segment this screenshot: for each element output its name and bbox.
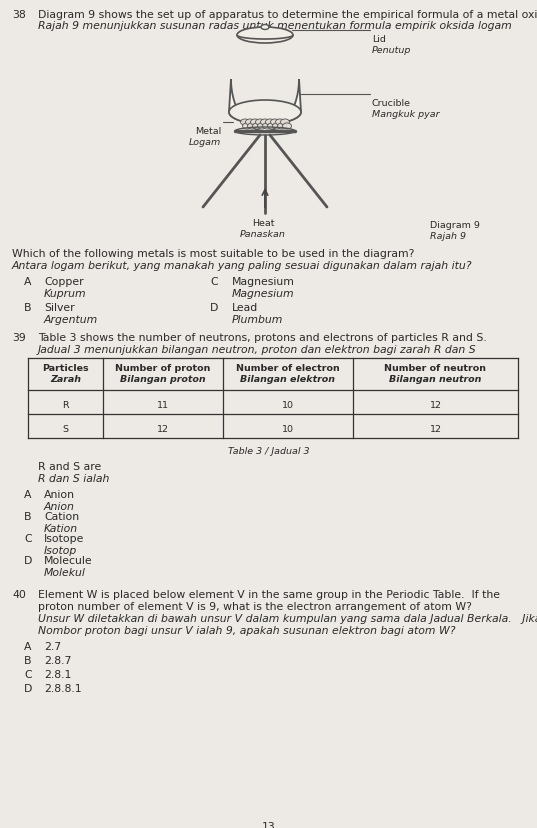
Text: 12: 12 <box>430 400 441 409</box>
Ellipse shape <box>256 120 265 126</box>
Text: Zarah: Zarah <box>50 374 81 383</box>
Text: Diagram 9 shows the set up of apparatus to determine the empirical formula of a : Diagram 9 shows the set up of apparatus … <box>38 10 537 20</box>
Text: Rajah 9 menunjukkan susunan radas untuk menentukan formula empirik oksida logam: Rajah 9 menunjukkan susunan radas untuk … <box>38 21 512 31</box>
Ellipse shape <box>252 124 262 130</box>
Text: Copper: Copper <box>44 277 84 286</box>
Text: B: B <box>24 512 32 522</box>
Ellipse shape <box>250 120 259 126</box>
Text: R: R <box>62 400 69 409</box>
Ellipse shape <box>282 124 292 130</box>
Text: C: C <box>24 669 32 679</box>
Text: Isotop: Isotop <box>44 546 77 556</box>
Text: A: A <box>24 277 32 286</box>
Text: Plumbum: Plumbum <box>232 315 284 325</box>
Text: Isotope: Isotope <box>44 533 84 543</box>
Ellipse shape <box>241 120 250 126</box>
Text: Table 3 shows the number of neutrons, protons and electrons of particles R and S: Table 3 shows the number of neutrons, pr… <box>38 333 487 343</box>
Ellipse shape <box>260 120 270 126</box>
Text: Cation: Cation <box>44 512 79 522</box>
Text: 10: 10 <box>282 400 294 409</box>
Ellipse shape <box>271 120 279 126</box>
Text: Number of proton: Number of proton <box>115 363 211 373</box>
Text: 39: 39 <box>12 333 26 343</box>
Text: Which of the following metals is most suitable to be used in the diagram?: Which of the following metals is most su… <box>12 248 415 258</box>
Text: A: A <box>24 489 32 499</box>
Text: A: A <box>24 641 32 651</box>
Text: 10: 10 <box>282 424 294 433</box>
Ellipse shape <box>248 124 257 130</box>
Text: B: B <box>24 303 32 313</box>
Text: Silver: Silver <box>44 303 75 313</box>
Ellipse shape <box>272 124 281 130</box>
Text: 38: 38 <box>12 10 26 20</box>
Text: 2.8.1: 2.8.1 <box>44 669 71 679</box>
Text: Panaskan: Panaskan <box>240 229 286 238</box>
Ellipse shape <box>280 120 289 126</box>
Ellipse shape <box>265 120 274 126</box>
Text: Kation: Kation <box>44 523 78 533</box>
Text: Mangkuk pyar: Mangkuk pyar <box>372 110 439 119</box>
Text: 13: 13 <box>262 821 275 828</box>
Text: C: C <box>24 533 32 543</box>
Text: Number of neutron: Number of neutron <box>384 363 487 373</box>
Text: Rajah 9: Rajah 9 <box>430 232 466 241</box>
Polygon shape <box>229 80 301 132</box>
Text: Lead: Lead <box>232 303 258 313</box>
Text: Element W is placed below element V in the same group in the Periodic Table.  If: Element W is placed below element V in t… <box>38 590 500 599</box>
Text: Jadual 3 menunjukkan bilangan neutron, proton dan elektron bagi zarah R dan S: Jadual 3 menunjukkan bilangan neutron, p… <box>38 344 477 354</box>
Text: C: C <box>210 277 217 286</box>
Text: Number of electron: Number of electron <box>236 363 340 373</box>
Text: Unsur W diletakkan di bawah unsur V dalam kumpulan yang sama dala Jadual Berkala: Unsur W diletakkan di bawah unsur V dala… <box>38 614 537 623</box>
Text: Molecule: Molecule <box>44 556 92 566</box>
Ellipse shape <box>258 124 266 130</box>
Text: 12: 12 <box>157 424 169 433</box>
Text: S: S <box>62 424 69 433</box>
Text: Table 3 / Jadual 3: Table 3 / Jadual 3 <box>228 446 309 455</box>
Text: Crucible: Crucible <box>372 99 411 108</box>
Text: Penutup: Penutup <box>372 46 411 55</box>
Text: Bilangan elektron: Bilangan elektron <box>241 374 336 383</box>
Text: Bilangan neutron: Bilangan neutron <box>389 374 482 383</box>
Ellipse shape <box>237 28 293 44</box>
Text: Lid: Lid <box>372 35 386 44</box>
Ellipse shape <box>275 120 285 126</box>
Text: 11: 11 <box>157 400 169 409</box>
Text: 2.8.7: 2.8.7 <box>44 655 71 665</box>
Text: Particles: Particles <box>42 363 89 373</box>
Text: Molekul: Molekul <box>44 567 86 577</box>
Text: 40: 40 <box>12 590 26 599</box>
Text: D: D <box>24 683 32 693</box>
Text: Magnesium: Magnesium <box>232 289 295 299</box>
Text: Argentum: Argentum <box>44 315 98 325</box>
Text: R dan S ialah: R dan S ialah <box>38 474 110 484</box>
Ellipse shape <box>245 120 255 126</box>
Text: 2.7: 2.7 <box>44 641 61 651</box>
Text: B: B <box>24 655 32 665</box>
Text: D: D <box>210 303 219 313</box>
Ellipse shape <box>278 124 287 130</box>
Ellipse shape <box>229 101 301 125</box>
Text: proton number of element V is 9, what is the electron arrangement of atom W?: proton number of element V is 9, what is… <box>38 601 472 611</box>
Ellipse shape <box>243 124 251 130</box>
Ellipse shape <box>261 26 269 31</box>
Text: Anion: Anion <box>44 502 75 512</box>
Text: Magnesium: Magnesium <box>232 277 295 286</box>
Text: Metal: Metal <box>195 127 221 136</box>
Text: Antara logam berikut, yang manakah yang paling sesuai digunakan dalam rajah itu?: Antara logam berikut, yang manakah yang … <box>12 261 473 271</box>
Text: 2.8.8.1: 2.8.8.1 <box>44 683 82 693</box>
Text: D: D <box>24 556 32 566</box>
Text: R and S are: R and S are <box>38 461 101 471</box>
Ellipse shape <box>263 124 272 130</box>
Text: Kuprum: Kuprum <box>44 289 86 299</box>
Text: Nombor proton bagi unsur V ialah 9, apakah susunan elektron bagi atom W?: Nombor proton bagi unsur V ialah 9, apak… <box>38 625 455 635</box>
Text: Anion: Anion <box>44 489 75 499</box>
Text: 12: 12 <box>430 424 441 433</box>
Text: Diagram 9: Diagram 9 <box>430 221 480 229</box>
Text: Bilangan proton: Bilangan proton <box>120 374 206 383</box>
Text: Heat: Heat <box>252 219 274 228</box>
Text: Logam: Logam <box>188 137 221 147</box>
Ellipse shape <box>267 124 277 130</box>
